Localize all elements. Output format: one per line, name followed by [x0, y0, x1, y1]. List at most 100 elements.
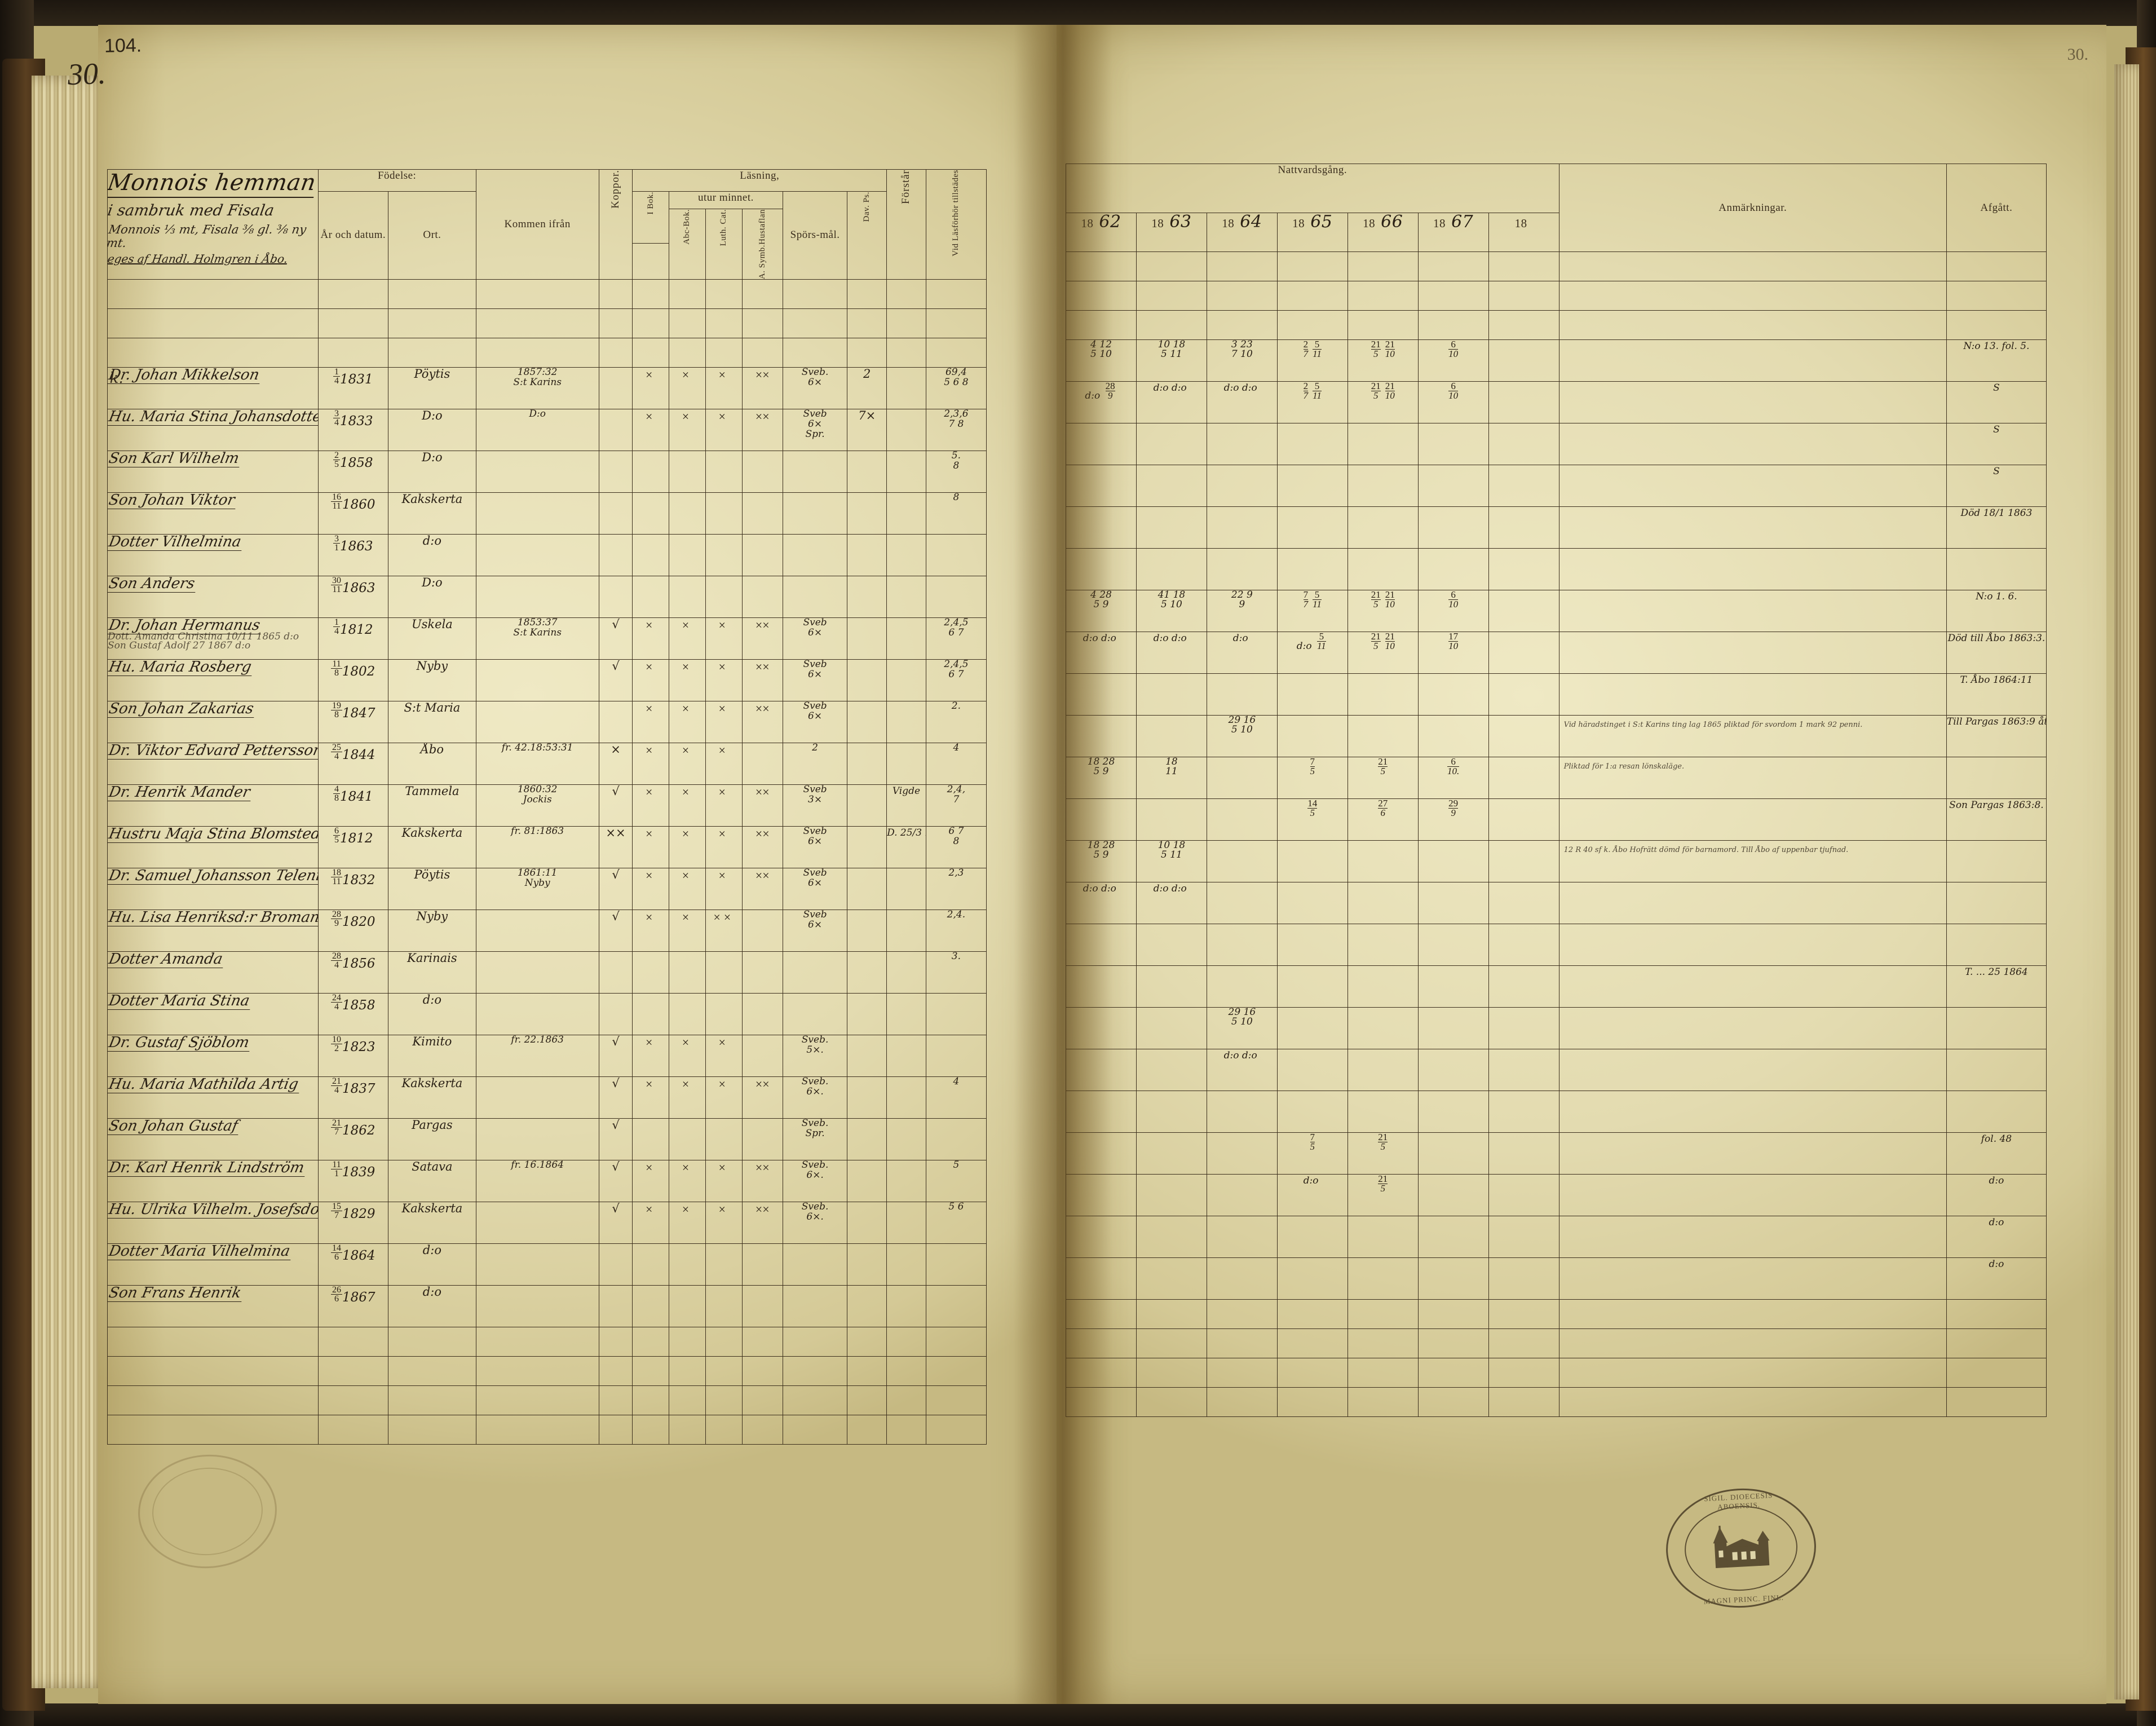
blank-cell	[1347, 1358, 1419, 1388]
communion-year-cell-5	[1417, 965, 1489, 1008]
table-row[interactable]: T. Åbo 1864:11	[1066, 673, 2047, 716]
blank-cell	[317, 1356, 389, 1386]
person-name-cell[interactable]: √Son Johan Viktor	[107, 492, 319, 535]
attendance-cell	[925, 992, 987, 1035]
table-row[interactable]: d:o 21 5 d:o	[1066, 1174, 2047, 1216]
hustaflan-cell: ××	[741, 700, 783, 743]
person-name-cell[interactable]: √Dr. Karl Henrik Lindström	[107, 1159, 319, 1202]
person-name-cell[interactable]: √ †Dotter Vilhelmina	[107, 533, 319, 576]
table-row[interactable]: d:o d:o d:o d:o	[1066, 882, 2047, 924]
table-row[interactable]: √Dr. Karl Henrik Lindström1111839Satavaf…	[107, 1159, 987, 1202]
register-table-left: Monnois hemman i sambruk med Fisala Monn…	[107, 169, 987, 1445]
table-row[interactable]: √Hu. Maria Rosberg1181802Nyby√×××××Sveb6…	[107, 659, 987, 701]
communion-year-cell-2	[1206, 1257, 1278, 1300]
table-row[interactable]: d:o 28 9 d:o d:o d:o d:o 2 7 5 11 21 5 21 10 6 10 S	[1066, 381, 2047, 423]
table-row[interactable]: S	[1066, 465, 2047, 507]
person-name-cell[interactable]: √Son Frans Henrik	[107, 1284, 319, 1327]
person-name-cell[interactable]: √Dr. Samuel Johansson Telenius	[107, 867, 319, 910]
table-row[interactable]: √Dr. Samuel Johansson Telenius18111832Pö…	[107, 867, 987, 910]
table-row[interactable]: d:o d:o d:o d:o d:o d:o 5 11 21 5 21 10 17 10 Dö…	[1066, 632, 2047, 674]
table-row[interactable]	[1066, 548, 2047, 590]
table-row[interactable]: √Hu. Maria Mathilda Artig2141837Kakskert…	[107, 1076, 987, 1119]
communion-year-cell-5	[1417, 882, 1489, 924]
person-name-cell[interactable]: √Dr. Henrik Mander	[107, 784, 319, 827]
person-name-cell[interactable]: √Hu. Maria Rosberg	[107, 659, 319, 701]
blank-cell	[669, 337, 706, 368]
communion-year-cell-5	[1417, 1132, 1489, 1175]
person-name-cell[interactable]: √Son Karl Wilhelm	[107, 450, 319, 493]
birth-day-month: 25 4	[331, 743, 343, 762]
table-row[interactable]: 29 16 5 10	[1066, 1007, 2047, 1049]
table-row[interactable]: √Dr. Henrik Mander481841Tammela1860:32Jo…	[107, 784, 987, 827]
communion-year-cell-4: 21 5 21 10	[1347, 590, 1419, 632]
table-row[interactable]: √Hu. Ulrika Vilhelm. Josefsdotter1571829…	[107, 1201, 987, 1244]
table-row[interactable]: d:o d:o	[1066, 1049, 2047, 1091]
person-name-cell[interactable]: √Son Johan Gustaf	[107, 1118, 319, 1160]
table-row[interactable]: T. ... 25 1864	[1066, 965, 2047, 1008]
attendance-cell: 2,4,5 6 7	[925, 659, 987, 701]
table-row[interactable]: √ 4 k.Dr. Johan Mikkelson141831Pöytis185…	[107, 367, 987, 409]
blank-row	[107, 1414, 987, 1445]
communion-year-cell-2	[1206, 924, 1278, 966]
attendance-cell: 2,4,5 6 7	[925, 617, 987, 660]
table-row[interactable]	[1066, 924, 2047, 966]
table-row[interactable]: 4 12 5 10 10 18 5 11 3 23 7 10 2 7 5 11 21 5 21 10 6 10…	[1066, 339, 2047, 382]
table-row[interactable]: S	[1066, 423, 2047, 465]
table-row[interactable]: √Hu. Maria Stina Johansdotter341833D:oD:…	[107, 408, 987, 451]
communion-year-cell-2	[1206, 757, 1278, 799]
departed-cell: T. ... 25 1864	[1946, 965, 2047, 1008]
table-row[interactable]: √Hu. Lisa Henriksd:r Broman2891820Nyby√×…	[107, 909, 987, 952]
person-name-cell[interactable]: √Hu. Lisa Henriksd:r Broman	[107, 909, 319, 952]
person-name-cell[interactable]: √Dotter Amanda	[107, 951, 319, 994]
abc-book-cell: ×	[669, 617, 706, 660]
person-name-cell[interactable]: √Hu. Maria Mathilda Artig	[107, 1076, 319, 1119]
person-name-cell[interactable]: √ 4 k.Dr. Johan Mikkelson	[107, 367, 319, 409]
communion-year-cell-4: 21 5 21 10	[1347, 632, 1419, 674]
table-row[interactable]: Död 18/1 1863	[1066, 506, 2047, 549]
table-row[interactable]	[1066, 1091, 2047, 1133]
attendance-cell: 3.	[925, 951, 987, 994]
luther-catechism-cell: ××	[705, 909, 743, 952]
blank-cell	[886, 279, 926, 309]
table-row[interactable]: 29 16 5 10 Vid häradstinget i S:t Karins t…	[1066, 715, 2047, 757]
blank-cell	[475, 337, 599, 368]
table-row[interactable]: √Dr. Viktor Edvard Pettersson2541844Åbof…	[107, 742, 987, 785]
communion-year-cell-1	[1136, 1174, 1207, 1216]
person-name-cell[interactable]: √Son Johan Zakarias	[107, 700, 319, 743]
table-row[interactable]: 18 28 5 9 18 11 7 5 21 5 6 10. Pliktad för 1:a res…	[1066, 757, 2047, 799]
person-name-cell[interactable]: √Dotter Maria Stina	[107, 992, 319, 1035]
person-name-cell[interactable]: √Dr. Gustaf Sjöblom	[107, 1034, 319, 1077]
person-name-cell[interactable]: √Hustru Maja Stina Blomstedt	[107, 826, 319, 868]
person-name-cell[interactable]: √Dotter Maria Vilhelmina	[107, 1243, 319, 1286]
table-row[interactable]: 4 28 5 9 41 18 5 10 22 9 9 7 7 5 11 21 5 21 10 6 10 N:o …	[1066, 590, 2047, 632]
table-row[interactable]: 18 28 5 9 10 18 5 11 12 R 40 sf k. Åbo Hofrä…	[1066, 840, 2047, 882]
birth-year: 1802	[342, 664, 375, 679]
person-name-cell[interactable]: √Dr. Viktor Edvard Pettersson	[107, 742, 319, 785]
table-row[interactable]: √Hustru Maja Stina Blomstedt651812Kakske…	[107, 826, 987, 868]
notes-cell	[1558, 632, 1947, 674]
table-row[interactable]: 14 5 27 6 29 9 Son Pargas 1863:8.	[1066, 798, 2047, 841]
person-name-cell[interactable]: √Hu. Maria Stina Johansdotter	[107, 408, 319, 451]
notes-cell	[1558, 548, 1947, 590]
communion-year-cell-2	[1206, 1132, 1278, 1175]
came-from-cell: D:o	[475, 408, 599, 451]
table-row[interactable]: d:o	[1066, 1216, 2047, 1258]
table-row[interactable]: d:o	[1066, 1257, 2047, 1300]
person-name-cell[interactable]: √Hu. Ulrika Vilhelm. Josefsdotter	[107, 1201, 319, 1244]
table-row[interactable]: 7 5 21 5 fol. 48	[1066, 1132, 2047, 1175]
person-name-cell[interactable]: √Son Anders	[107, 575, 319, 618]
birth-year: 1858	[340, 455, 373, 470]
